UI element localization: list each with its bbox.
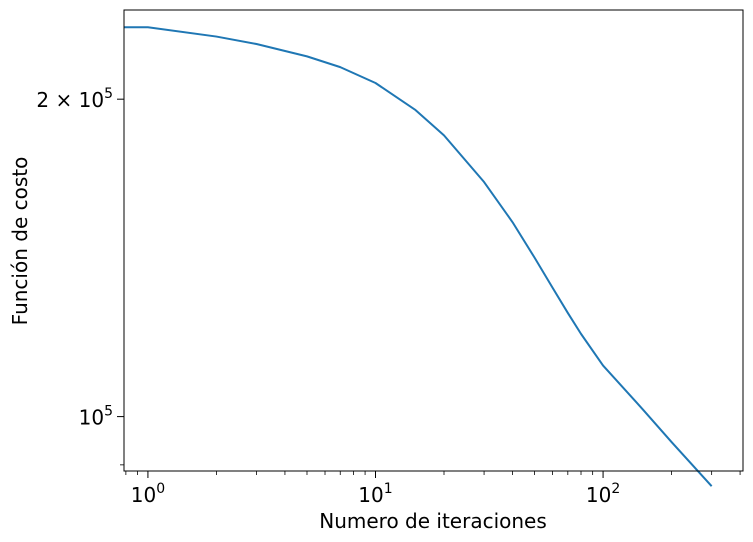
x-tick-label-base: 10 bbox=[358, 483, 383, 507]
y-tick-label-exponent: 5 bbox=[104, 404, 113, 420]
x-tick-label: 101 bbox=[358, 481, 392, 507]
x-tick-label: 102 bbox=[586, 481, 620, 507]
y-axis-label: Función de costo bbox=[8, 157, 32, 326]
y-tick-label-base: 10 bbox=[79, 406, 104, 430]
series-layer bbox=[124, 26, 713, 487]
x-tick-label-exponent: 0 bbox=[156, 481, 165, 497]
x-tick-label: 100 bbox=[131, 481, 165, 507]
y-tick-label-base: 2 × 10 bbox=[36, 88, 104, 112]
y-tick-label: 2 × 105 bbox=[36, 86, 113, 112]
y-tick-label: 105 bbox=[79, 404, 113, 430]
x-tick-label-base: 10 bbox=[586, 483, 611, 507]
x-tick-label-base: 10 bbox=[131, 483, 156, 507]
x-tick-label-exponent: 2 bbox=[611, 481, 620, 497]
x-axis-ticks: 100 101 102 bbox=[125, 471, 741, 507]
x-axis-label: Numero de iteraciones bbox=[319, 509, 547, 533]
plot-frame bbox=[123, 9, 744, 472]
series-line bbox=[124, 26, 713, 487]
y-tick-label-exponent: 5 bbox=[104, 86, 113, 102]
x-tick-label-exponent: 1 bbox=[384, 481, 393, 497]
